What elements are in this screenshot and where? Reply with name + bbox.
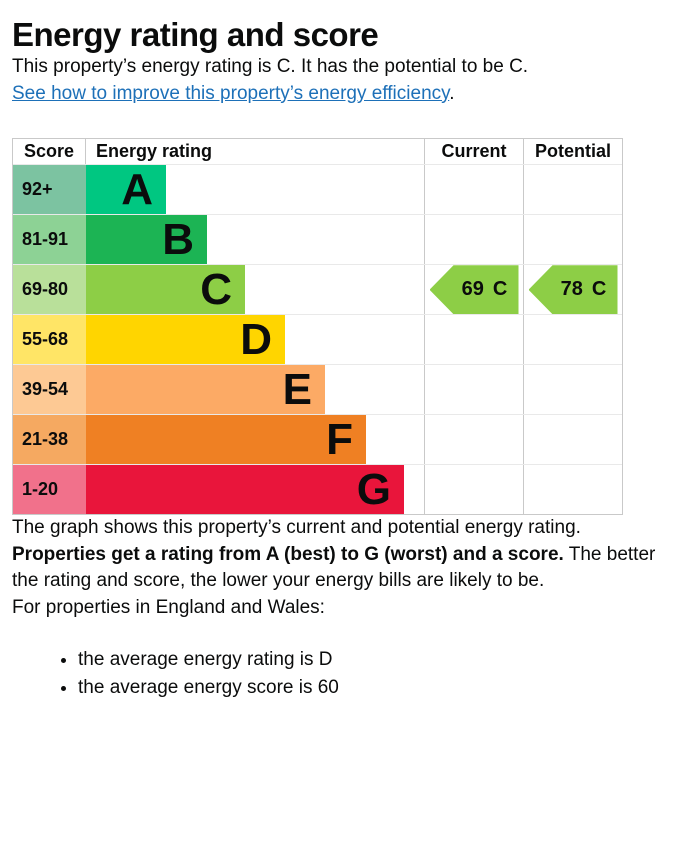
- band-score-cell: 69-80: [13, 265, 86, 315]
- current-rating-letter: C: [492, 278, 508, 301]
- band-row-c: 69-80 C 69 C 78 C: [13, 264, 622, 315]
- band-bar: G: [86, 464, 404, 515]
- band-score-range: 39-54: [22, 379, 69, 400]
- current-rating-arrow: 69 C: [429, 265, 519, 315]
- band-bar: D: [86, 314, 285, 365]
- header-current: Current: [424, 139, 523, 165]
- band-letter: A: [121, 164, 153, 214]
- band-letter: E: [282, 364, 312, 414]
- band-bar-area: G: [86, 464, 424, 515]
- band-score-cell: 39-54: [13, 365, 86, 415]
- band-score-cell: 92+: [13, 165, 86, 215]
- band-score-cell: 81-91: [13, 215, 86, 265]
- current-cell: [424, 215, 523, 265]
- improve-efficiency-link[interactable]: See how to improve this property’s energ…: [12, 82, 450, 104]
- band-bar-area: B: [86, 214, 424, 265]
- header-score: Score: [13, 139, 86, 165]
- rating-explanation-rest: The better the rating and score, the low…: [12, 543, 656, 592]
- chart-header-row: Score Energy rating Current Potential: [13, 139, 622, 165]
- potential-cell: [523, 465, 622, 515]
- band-bar-area: D: [86, 314, 424, 365]
- intro-text: This property’s energy rating is C. It h…: [12, 56, 529, 77]
- band-row-d: 55-68 D: [13, 314, 622, 365]
- band-score-range: 1-20: [22, 479, 59, 500]
- band-bar: C: [86, 264, 245, 315]
- band-letter: B: [162, 214, 194, 264]
- band-row-b: 81-91 B: [13, 214, 622, 265]
- averages-list: the average energy rating is D the avera…: [12, 647, 668, 701]
- potential-score-value: 78: [560, 278, 583, 301]
- potential-rating-arrow: 78 C: [528, 265, 618, 315]
- potential-cell: [523, 315, 622, 365]
- improve-link-paragraph: See how to improve this property’s energ…: [12, 81, 664, 108]
- band-letter: D: [240, 314, 272, 364]
- band-row-f: 21-38 F: [13, 414, 622, 465]
- current-cell: [424, 365, 523, 415]
- improve-link-period: .: [449, 82, 455, 104]
- band-score-cell: 21-38: [13, 415, 86, 465]
- band-score-cell: 55-68: [13, 315, 86, 365]
- band-letter: C: [200, 264, 232, 314]
- rating-explanation-bold: Properties get a rating from A (best) to…: [12, 543, 564, 565]
- current-cell: [424, 165, 523, 215]
- region-heading: For properties in England and Wales:: [12, 596, 325, 618]
- band-score-range: 69-80: [22, 279, 69, 300]
- potential-cell: [523, 215, 622, 265]
- band-letter: G: [356, 464, 391, 514]
- current-cell: 69 C: [424, 265, 523, 315]
- potential-cell: [523, 165, 622, 215]
- potential-cell: 78 C: [523, 265, 622, 315]
- current-cell: [424, 415, 523, 465]
- average-rating-item: the average energy rating is D: [78, 647, 668, 673]
- band-score-range: 55-68: [22, 329, 69, 350]
- header-potential: Potential: [523, 139, 622, 165]
- band-bar-area: E: [86, 364, 424, 415]
- band-score-cell: 1-20: [13, 465, 86, 515]
- energy-rating-chart: Score Energy rating Current Potential 92…: [12, 138, 623, 516]
- band-bar-area: A: [86, 164, 424, 215]
- header-energy-rating: Energy rating: [96, 141, 213, 162]
- band-row-g: 1-20 G: [13, 464, 622, 515]
- band-bar-area: F: [86, 414, 424, 465]
- page-title: Energy rating and score: [12, 16, 379, 53]
- average-score-item: the average energy score is 60: [78, 675, 668, 701]
- band-score-range: 21-38: [22, 429, 69, 450]
- band-row-a: 92+ A: [13, 164, 622, 215]
- band-score-range: 81-91: [22, 229, 69, 250]
- rating-explanation: Properties get a rating from A (best) to…: [12, 542, 664, 595]
- band-bar-area: C: [86, 264, 424, 315]
- band-bar: F: [86, 414, 366, 465]
- band-bar: B: [86, 214, 207, 265]
- potential-cell: [523, 415, 622, 465]
- current-cell: [424, 465, 523, 515]
- band-bar: A: [86, 164, 166, 215]
- band-bar: E: [86, 364, 325, 415]
- potential-rating-letter: C: [591, 278, 607, 301]
- current-score-value: 69: [461, 278, 484, 301]
- graph-caption: The graph shows this property’s current …: [12, 517, 581, 539]
- band-letter: F: [326, 414, 353, 464]
- band-row-e: 39-54 E: [13, 364, 622, 415]
- potential-cell: [523, 365, 622, 415]
- current-cell: [424, 315, 523, 365]
- band-score-range: 92+: [22, 179, 53, 200]
- page: Energy rating and score This property’s …: [0, 0, 682, 701]
